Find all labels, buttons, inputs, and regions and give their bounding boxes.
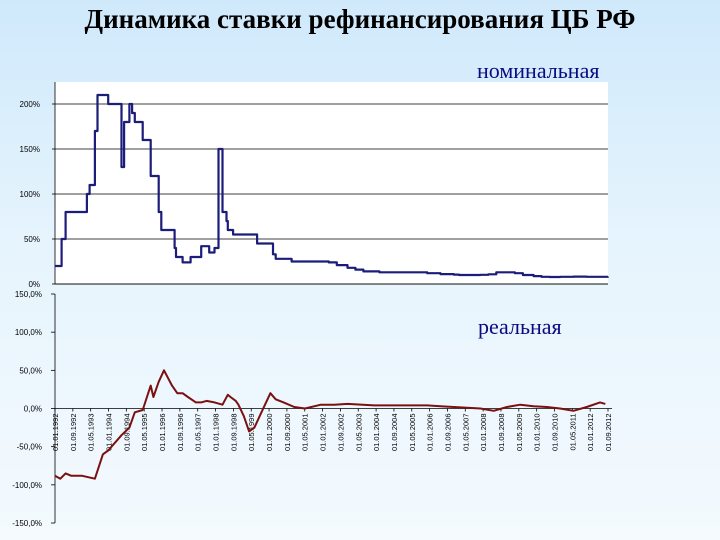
- real-xtick-label: 01.05.1995: [140, 414, 149, 452]
- real-ytick-label: 0,0%: [24, 405, 42, 414]
- nominal-chart-label: номинальная: [477, 58, 600, 83]
- real-xtick-label: 01.01.1996: [158, 414, 167, 452]
- page-title: Динамика ставки рефинансирования ЦБ РФ: [84, 4, 636, 34]
- real-xtick-label: 01.09.1998: [229, 414, 238, 452]
- real-xtick-label: 01.05.2003: [354, 414, 363, 452]
- nominal-rate-chart: 0% 50% 100% 150% 200%: [20, 82, 610, 289]
- real-xtick-label: 01.09.2008: [497, 414, 506, 452]
- real-xtick-label: 01.05.2007: [461, 414, 470, 452]
- nominal-ytick-label: 150%: [20, 145, 40, 154]
- real-xtick-label: 01.05.2011: [568, 414, 577, 451]
- real-ytick-label: 150,0%: [15, 290, 42, 299]
- real-xtick-label: 01.09.1994: [122, 414, 131, 452]
- nominal-series-line: [55, 93, 610, 279]
- real-xtick-label: 01.09.2002: [336, 414, 345, 452]
- nominal-plot-area: [55, 82, 608, 284]
- real-xtick-label: 01.05.1993: [87, 414, 96, 452]
- real-xtick-label: 01.01.2010: [533, 414, 542, 452]
- nominal-ytick-label: 50%: [24, 235, 40, 244]
- real-xtick-label: 01.01.2012: [586, 414, 595, 452]
- real-rate-chart: -150,0% -100,0% -50,0% 0,0% 50,0% 100,0% 150,0…: [12, 290, 613, 528]
- real-xtick-label: 01.09.2010: [551, 414, 560, 452]
- real-xtick-label: 01.05.1999: [247, 414, 256, 452]
- real-xtick-label: 01.09.2004: [390, 414, 399, 452]
- real-xtick-label: 01.01.2000: [265, 414, 274, 452]
- real-ytick-label: -150,0%: [12, 519, 42, 528]
- real-ytick-label: 50,0%: [19, 366, 42, 375]
- nominal-ytick-label: 100%: [20, 190, 40, 199]
- real-xtick-label: 01.09.2012: [604, 414, 613, 452]
- real-ytick-label: -50,0%: [17, 443, 42, 452]
- real-xtick-label: 01.01.2004: [372, 414, 381, 452]
- nominal-ytick-label: 0%: [28, 280, 40, 289]
- real-xtick-label: 01.09.2006: [444, 414, 453, 452]
- real-xtick-label: 01.09.2000: [283, 414, 292, 452]
- real-xtick-label: 01.01.2008: [479, 414, 488, 452]
- real-xtick-label: 01.01.1998: [212, 414, 221, 452]
- real-xtick-label: 01.09.1996: [176, 414, 185, 452]
- nominal-ytick-label: 200%: [20, 100, 40, 109]
- real-xtick-label: 01.01.2006: [426, 414, 435, 452]
- real-ytick-label: 100,0%: [15, 328, 42, 337]
- real-xtick-label: 01.01.2002: [319, 414, 328, 452]
- real-ytick-label: -100,0%: [12, 481, 42, 490]
- real-series-line: [54, 369, 606, 480]
- real-chart-label: реальная: [478, 314, 562, 339]
- real-xtick-label: 01.01.1994: [105, 414, 114, 452]
- real-xtick-label: 01.01.1992: [51, 414, 60, 452]
- real-xtick-label: 01.09.1992: [69, 414, 78, 452]
- real-xtick-label: 01.05.2001: [301, 414, 310, 452]
- real-xtick-label: 01.05.2005: [408, 414, 417, 452]
- real-xtick-label: 01.05.2009: [515, 414, 524, 452]
- real-xtick-label: 01.05.1997: [194, 414, 203, 452]
